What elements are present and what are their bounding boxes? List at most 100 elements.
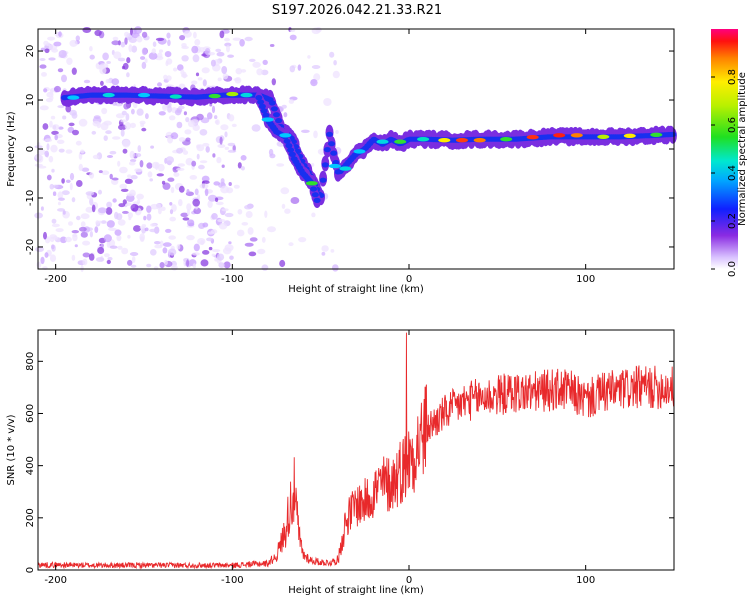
noise-speckle bbox=[159, 262, 165, 269]
noise-speckle bbox=[41, 72, 47, 77]
noise-speckle bbox=[244, 36, 253, 42]
snr-series-line bbox=[37, 332, 675, 570]
noise-speckle bbox=[186, 209, 190, 216]
noise-speckle bbox=[91, 204, 96, 213]
noise-speckle bbox=[224, 131, 228, 138]
noise-speckle bbox=[252, 61, 261, 68]
noise-speckle bbox=[78, 118, 88, 127]
noise-speckle bbox=[92, 154, 100, 160]
ridge-hotspot bbox=[305, 181, 318, 186]
noise-speckle bbox=[39, 64, 47, 69]
colorbar-tick-label: 0.4 bbox=[727, 165, 738, 181]
ridge-core bbox=[270, 106, 278, 112]
noise-speckle bbox=[150, 223, 157, 227]
noise-speckle bbox=[156, 173, 164, 177]
noise-speckle bbox=[214, 258, 218, 262]
y-tick-label: -10 bbox=[25, 190, 36, 206]
noise-speckle bbox=[89, 46, 93, 52]
noise-speckle bbox=[170, 132, 179, 140]
noise-speckle bbox=[279, 259, 286, 268]
noise-speckle bbox=[182, 150, 189, 155]
ridge-core bbox=[313, 197, 321, 203]
ridge-hotspot bbox=[500, 137, 513, 142]
noise-speckle bbox=[127, 174, 132, 178]
noise-speckle bbox=[182, 217, 190, 221]
noise-speckle bbox=[137, 199, 141, 204]
noise-speckle bbox=[218, 262, 225, 268]
noise-speckle bbox=[180, 212, 189, 218]
noise-speckle bbox=[244, 204, 253, 210]
noise-speckle bbox=[71, 254, 76, 261]
noise-speckle bbox=[64, 236, 72, 243]
noise-speckle bbox=[256, 68, 263, 76]
noise-speckle bbox=[69, 39, 78, 47]
noise-speckle bbox=[224, 37, 230, 42]
ridge-hotspot bbox=[328, 163, 341, 169]
noise-speckle bbox=[99, 63, 109, 69]
noise-speckle bbox=[35, 246, 44, 252]
noise-speckle bbox=[212, 153, 216, 158]
noise-speckle bbox=[50, 144, 58, 153]
noise-speckle bbox=[221, 66, 228, 74]
noise-speckle bbox=[332, 264, 339, 272]
noise-speckle bbox=[226, 45, 230, 53]
noise-speckle bbox=[113, 51, 122, 59]
ridge-core bbox=[310, 186, 318, 192]
noise-speckle bbox=[137, 145, 142, 153]
noise-speckle bbox=[167, 39, 171, 47]
noise-speckle bbox=[170, 186, 175, 194]
noise-speckle bbox=[177, 163, 185, 167]
noise-speckle bbox=[207, 200, 213, 208]
noise-speckle bbox=[237, 162, 242, 169]
x-tick-label: -200 bbox=[44, 274, 67, 285]
noise-speckle bbox=[106, 201, 112, 208]
noise-speckle bbox=[79, 226, 87, 232]
noise-speckle bbox=[43, 88, 48, 93]
x-tick-label: 0 bbox=[406, 575, 412, 586]
ridge-core bbox=[287, 147, 295, 153]
noise-speckle bbox=[201, 67, 210, 74]
x-tick-label: 100 bbox=[576, 274, 595, 285]
noise-speckle bbox=[103, 234, 112, 243]
noise-speckle bbox=[223, 261, 231, 269]
noise-speckle bbox=[52, 191, 57, 196]
noise-speckle bbox=[122, 199, 127, 205]
noise-speckle bbox=[46, 42, 51, 47]
noise-speckle bbox=[184, 129, 192, 135]
noise-speckle bbox=[165, 156, 174, 164]
noise-speckle bbox=[62, 115, 67, 120]
noise-speckle bbox=[68, 122, 75, 127]
noise-speckle bbox=[307, 55, 311, 59]
noise-speckle bbox=[57, 208, 65, 212]
noise-speckle bbox=[221, 208, 229, 212]
noise-speckle bbox=[198, 47, 205, 53]
noise-speckle bbox=[168, 235, 176, 240]
noise-speckle bbox=[52, 184, 59, 188]
noise-speckle bbox=[100, 220, 107, 224]
colorbar-scale bbox=[711, 29, 738, 269]
noise-speckle bbox=[224, 212, 234, 218]
noise-speckle bbox=[169, 202, 173, 206]
figure-title: S197.2026.042.21.33.R21 bbox=[272, 3, 442, 18]
noise-speckle bbox=[233, 184, 240, 189]
noise-speckle bbox=[166, 32, 171, 39]
noise-speckle bbox=[85, 206, 94, 213]
noise-speckle bbox=[117, 219, 126, 226]
noise-speckle bbox=[51, 223, 60, 228]
noise-speckle bbox=[101, 107, 108, 115]
noise-speckle bbox=[65, 149, 73, 154]
ridge-core bbox=[288, 151, 296, 157]
noise-speckle bbox=[136, 35, 143, 43]
noise-speckle bbox=[141, 127, 147, 132]
noise-speckle bbox=[150, 145, 155, 149]
noise-speckle bbox=[105, 130, 112, 135]
noise-speckle bbox=[136, 108, 144, 116]
noise-speckle bbox=[146, 205, 152, 213]
noise-speckle bbox=[162, 182, 171, 190]
noise-speckle bbox=[85, 191, 95, 196]
noise-speckle bbox=[109, 150, 117, 155]
noise-speckle bbox=[120, 119, 128, 123]
noise-speckle bbox=[105, 79, 111, 84]
noise-speckle bbox=[217, 144, 226, 148]
